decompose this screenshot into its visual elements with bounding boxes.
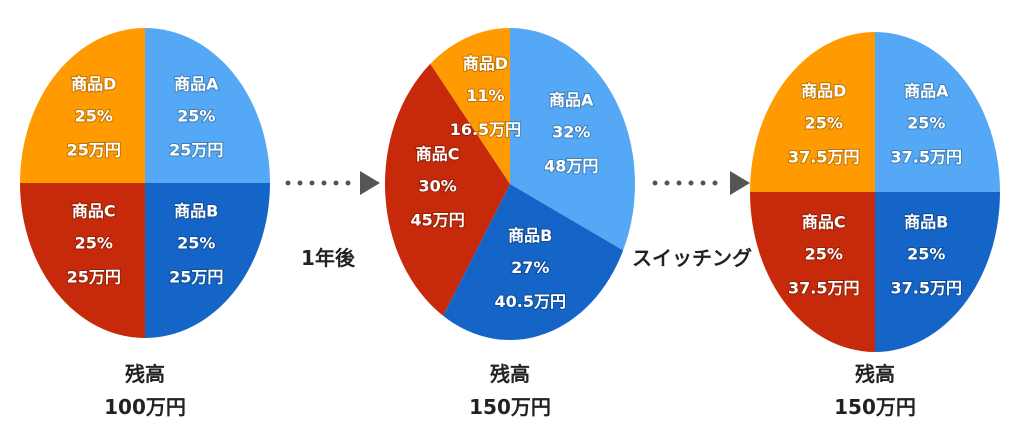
slice-amount-label: 25万円: [67, 140, 121, 159]
slice-name-label: 商品A: [904, 81, 949, 100]
slice-amount-label: 40.5万円: [494, 292, 565, 311]
slice-amount-label: 16.5万円: [450, 120, 521, 139]
arrow-dot: [688, 180, 694, 186]
arrow-dot: [345, 180, 351, 186]
pie-chart-3: 商品A25%37.5万円商品B25%37.5万円商品C25%37.5万円商品D2…: [750, 32, 1000, 419]
arrow-1: 1年後: [285, 171, 380, 270]
slice-name-label: 商品A: [549, 91, 594, 110]
arrow-dot: [309, 180, 315, 186]
slice-percent-label: 30%: [418, 177, 456, 196]
slice-percent-label: 25%: [75, 106, 113, 125]
slice-name-label: 商品D: [71, 74, 116, 93]
pie-caption: 残高: [490, 362, 530, 386]
pie-slice: [443, 184, 624, 341]
slice-name-label: 商品D: [463, 54, 508, 73]
pie-slice: [510, 28, 635, 251]
pie-caption: 残高: [855, 362, 895, 386]
slice-amount-label: 37.5万円: [788, 279, 859, 298]
slice-name-label: 商品B: [508, 226, 552, 245]
slice-amount-label: 25万円: [169, 140, 223, 159]
slice-percent-label: 27%: [511, 258, 549, 277]
arrow-label: 1年後: [301, 246, 356, 270]
slice-percent-label: 25%: [907, 245, 945, 264]
slice-amount-label: 48万円: [544, 157, 598, 176]
slice-name-label: 商品B: [904, 213, 948, 232]
pie-caption: 100万円: [104, 395, 186, 419]
pie-caption: 150万円: [834, 395, 916, 419]
slice-name-label: 商品C: [802, 213, 846, 232]
slice-name-label: 商品A: [174, 74, 219, 93]
arrow-dot: [700, 180, 706, 186]
arrow-dot: [652, 180, 658, 186]
slice-amount-label: 37.5万円: [891, 279, 962, 298]
arrow-dot: [712, 180, 718, 186]
slice-name-label: 商品C: [72, 202, 116, 221]
arrow-head-icon: [360, 171, 380, 195]
arrow-dot: [321, 180, 327, 186]
slice-percent-label: 25%: [177, 106, 215, 125]
arrow-dot: [333, 180, 339, 186]
arrow-dot: [664, 180, 670, 186]
slice-percent-label: 25%: [75, 234, 113, 253]
pie-chart-1: 商品A25%25万円商品B25%25万円商品C25%25万円商品D25%25万円…: [20, 28, 270, 419]
arrow-2: スイッチング: [632, 171, 752, 270]
arrow-head-icon: [730, 171, 750, 195]
slice-name-label: 商品C: [416, 145, 460, 164]
pie-slice: [20, 183, 145, 338]
pie-slice: [875, 192, 1000, 352]
pie-caption: 150万円: [469, 395, 551, 419]
pie-slice: [385, 63, 510, 316]
arrow-label: スイッチング: [632, 246, 752, 270]
pie-slice: [20, 28, 145, 183]
arrow-dot: [297, 180, 303, 186]
pie-slice: [145, 183, 270, 338]
arrow-dot: [285, 180, 291, 186]
pie-slice: [145, 28, 270, 183]
slice-percent-label: 11%: [466, 86, 504, 105]
slice-percent-label: 25%: [805, 113, 843, 132]
slice-amount-label: 25万円: [67, 268, 121, 287]
slice-name-label: 商品D: [801, 81, 846, 100]
pie-caption: 残高: [125, 362, 165, 386]
slice-percent-label: 32%: [552, 123, 590, 142]
pie-slice: [750, 192, 875, 352]
pie-slice: [875, 32, 1000, 192]
pie-slice: [750, 32, 875, 192]
slice-percent-label: 25%: [177, 234, 215, 253]
slice-percent-label: 25%: [805, 245, 843, 264]
slice-amount-label: 25万円: [169, 268, 223, 287]
slice-amount-label: 45万円: [411, 211, 465, 230]
slice-amount-label: 37.5万円: [891, 147, 962, 166]
slice-percent-label: 25%: [907, 113, 945, 132]
pie-slice: [430, 28, 510, 184]
slice-name-label: 商品B: [174, 202, 218, 221]
arrow-dot: [676, 180, 682, 186]
slice-amount-label: 37.5万円: [788, 147, 859, 166]
